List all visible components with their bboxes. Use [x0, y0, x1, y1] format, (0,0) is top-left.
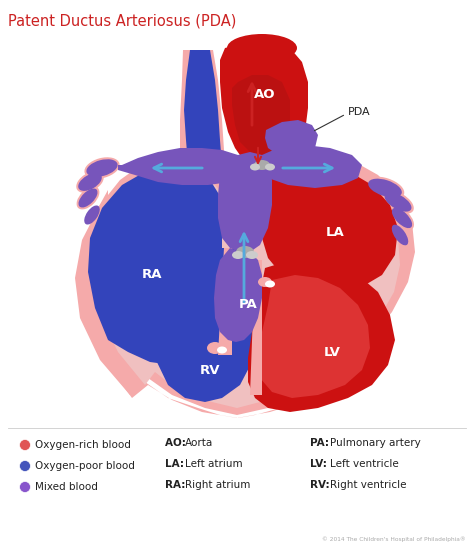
Polygon shape	[184, 50, 222, 170]
Polygon shape	[88, 165, 222, 365]
Text: Patent Ductus Arteriosus (PDA): Patent Ductus Arteriosus (PDA)	[8, 14, 237, 29]
Polygon shape	[248, 262, 395, 412]
Text: PA: PA	[238, 299, 257, 311]
Polygon shape	[155, 248, 258, 402]
Ellipse shape	[236, 246, 254, 258]
Ellipse shape	[217, 346, 227, 353]
Ellipse shape	[78, 173, 102, 191]
Polygon shape	[118, 148, 242, 185]
Ellipse shape	[232, 251, 244, 259]
Text: © 2014 The Children's Hospital of Philadelphia®: © 2014 The Children's Hospital of Philad…	[322, 536, 466, 542]
Polygon shape	[250, 260, 262, 395]
Polygon shape	[218, 152, 272, 252]
Text: RV: RV	[200, 363, 220, 376]
Text: RA:: RA:	[165, 480, 189, 490]
Text: RV:: RV:	[310, 480, 333, 490]
Text: Pulmonary artery: Pulmonary artery	[330, 438, 421, 448]
Ellipse shape	[392, 208, 412, 228]
Polygon shape	[180, 50, 226, 173]
Ellipse shape	[79, 189, 98, 208]
Text: Left atrium: Left atrium	[185, 459, 243, 469]
Ellipse shape	[390, 206, 414, 230]
Ellipse shape	[19, 439, 30, 450]
Ellipse shape	[77, 187, 100, 209]
Ellipse shape	[84, 206, 100, 225]
Polygon shape	[262, 162, 398, 292]
Text: LV:: LV:	[310, 459, 330, 469]
Ellipse shape	[366, 176, 404, 199]
Polygon shape	[220, 42, 308, 168]
Polygon shape	[214, 248, 262, 342]
Ellipse shape	[250, 163, 260, 170]
Polygon shape	[258, 275, 370, 398]
Text: PA:: PA:	[310, 438, 333, 448]
Polygon shape	[218, 248, 232, 355]
Polygon shape	[262, 145, 362, 188]
Polygon shape	[75, 148, 415, 415]
Text: Oxygen-rich blood: Oxygen-rich blood	[35, 440, 131, 450]
Ellipse shape	[19, 460, 30, 471]
Ellipse shape	[368, 179, 402, 197]
Ellipse shape	[86, 159, 118, 177]
Ellipse shape	[19, 482, 30, 493]
Text: LA: LA	[326, 225, 345, 238]
Ellipse shape	[258, 277, 272, 287]
Text: AO: AO	[254, 88, 276, 101]
Ellipse shape	[265, 163, 275, 170]
Ellipse shape	[227, 34, 297, 62]
Text: Right atrium: Right atrium	[185, 480, 250, 490]
Text: LA:: LA:	[165, 459, 188, 469]
Text: RA: RA	[142, 269, 162, 282]
Ellipse shape	[382, 190, 414, 214]
Ellipse shape	[384, 192, 411, 212]
Ellipse shape	[207, 342, 223, 354]
Text: Left ventricle: Left ventricle	[330, 459, 399, 469]
Polygon shape	[265, 120, 318, 158]
Ellipse shape	[133, 185, 188, 215]
Text: PDA: PDA	[348, 107, 371, 117]
Ellipse shape	[76, 171, 104, 193]
Text: Aorta: Aorta	[185, 438, 213, 448]
Ellipse shape	[254, 160, 270, 170]
Text: Right ventricle: Right ventricle	[330, 480, 407, 490]
Polygon shape	[95, 165, 400, 408]
Text: Mixed blood: Mixed blood	[35, 482, 98, 492]
Text: AO:: AO:	[165, 438, 190, 448]
Ellipse shape	[84, 157, 119, 179]
Ellipse shape	[265, 281, 275, 288]
Text: LV: LV	[324, 345, 340, 358]
Polygon shape	[232, 75, 290, 155]
Ellipse shape	[392, 225, 408, 246]
Polygon shape	[82, 190, 400, 418]
Text: Oxygen-poor blood: Oxygen-poor blood	[35, 461, 135, 471]
Ellipse shape	[246, 251, 258, 259]
